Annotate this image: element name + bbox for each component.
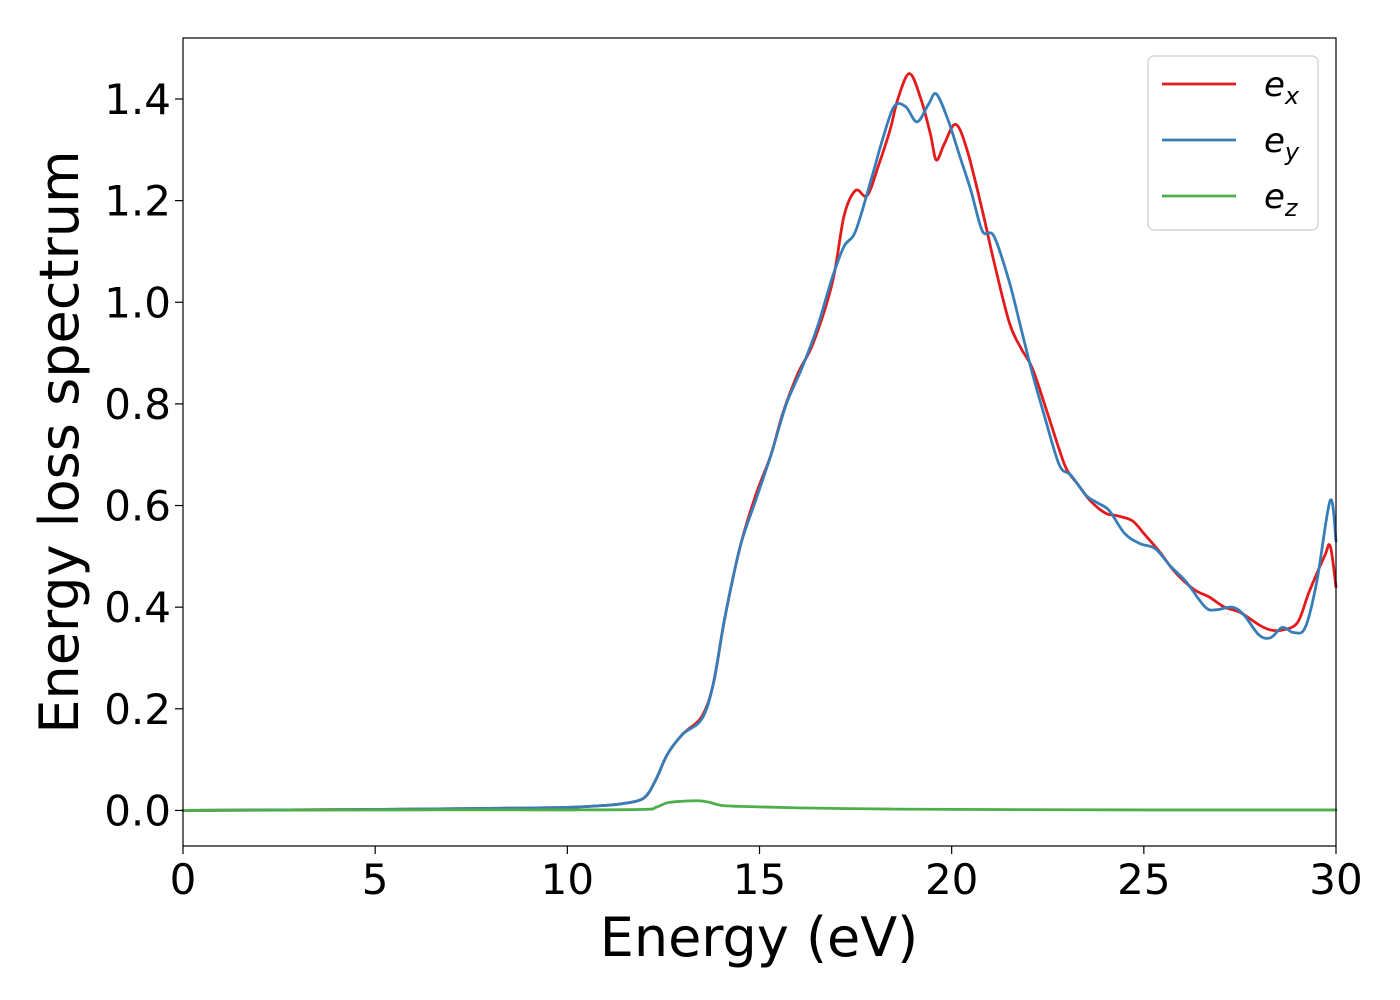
x-axis-label: Energy (eV) [600, 906, 919, 969]
series-line-ey [181, 92, 1338, 812]
x-tick-label: 0 [170, 855, 197, 904]
y-tick-label: 1.0 [104, 278, 171, 327]
legend-box [1147, 55, 1319, 231]
x-axis: 0 5 10 15 20 25 30 [170, 846, 1363, 904]
x-tick-label: 20 [925, 855, 978, 904]
y-tick-label: 0.6 [104, 482, 171, 531]
y-tick-label: 0.4 [104, 583, 171, 632]
x-tick-label: 10 [541, 855, 594, 904]
x-tick-label: 5 [362, 855, 389, 904]
y-tick-label: 0.0 [104, 786, 171, 835]
y-axis-label: Energy loss spectrum [28, 150, 91, 733]
x-tick-label: 15 [733, 855, 786, 904]
y-tick-label: 1.4 [104, 75, 171, 124]
legend-label-ez: ez [1264, 177, 1299, 222]
legend-label-ex: ex [1264, 65, 1300, 110]
y-axis: 0.0 0.2 0.4 0.6 0.8 1.0 1.2 1.4 [104, 75, 183, 835]
x-tick-label: 25 [1117, 855, 1170, 904]
y-tick-label: 1.2 [104, 177, 171, 226]
legend-label-ey: ey [1264, 121, 1300, 166]
series-line-ez [181, 799, 1338, 812]
x-tick-label: 30 [1309, 855, 1362, 904]
y-tick-label: 0.2 [104, 685, 171, 734]
plot-lines [181, 72, 1338, 812]
y-tick-label: 0.8 [104, 380, 171, 429]
legend: ex ey ez [1147, 55, 1319, 231]
